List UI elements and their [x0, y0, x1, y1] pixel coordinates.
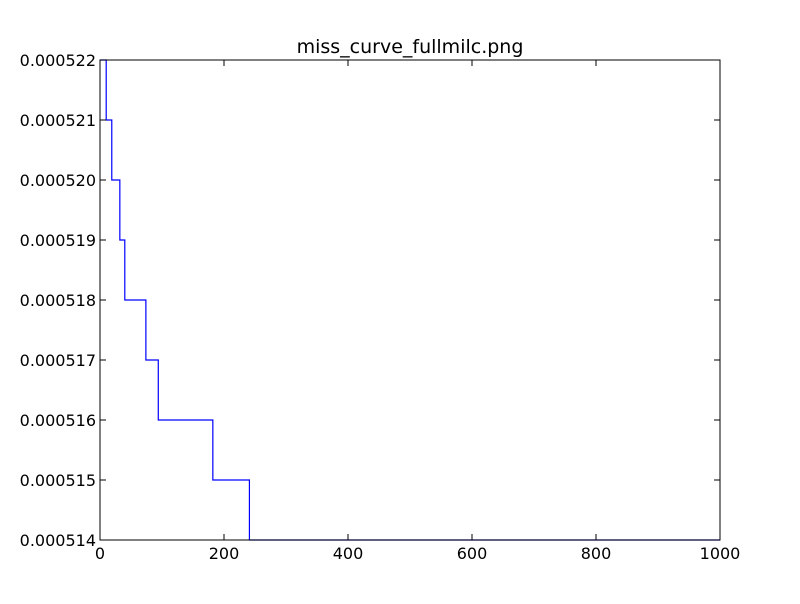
y-tick-label: 0.000514	[20, 531, 96, 550]
y-tick-label: 0.000519	[20, 231, 96, 250]
series-line	[100, 59, 720, 541]
x-tick-label: 1000	[700, 544, 741, 563]
x-tick-label: 0	[95, 544, 105, 563]
plot-area	[99, 59, 721, 541]
y-tick-label: 0.000521	[20, 111, 96, 130]
axis-tick-labels: 0 200 400 600 800 1000 0.000514 0.000515 0.00051…	[20, 51, 741, 563]
y-tick-label: 0.000518	[20, 291, 96, 310]
x-tick-label: 600	[457, 544, 488, 563]
y-tick-label: 0.000516	[20, 411, 96, 430]
y-tick-label: 0.000517	[20, 351, 96, 370]
chart-title: miss_curve_fullmilc.png	[297, 36, 524, 58]
y-tick-label: 0.000515	[20, 471, 96, 490]
x-tick-label: 400	[333, 544, 364, 563]
axes-frame	[99, 59, 721, 541]
y-tick-label: 0.000520	[20, 171, 96, 190]
x-tick-label: 800	[581, 544, 612, 563]
x-tick-label: 200	[209, 544, 240, 563]
y-tick-label: 0.000522	[20, 51, 96, 70]
axis-ticks	[99, 59, 721, 541]
